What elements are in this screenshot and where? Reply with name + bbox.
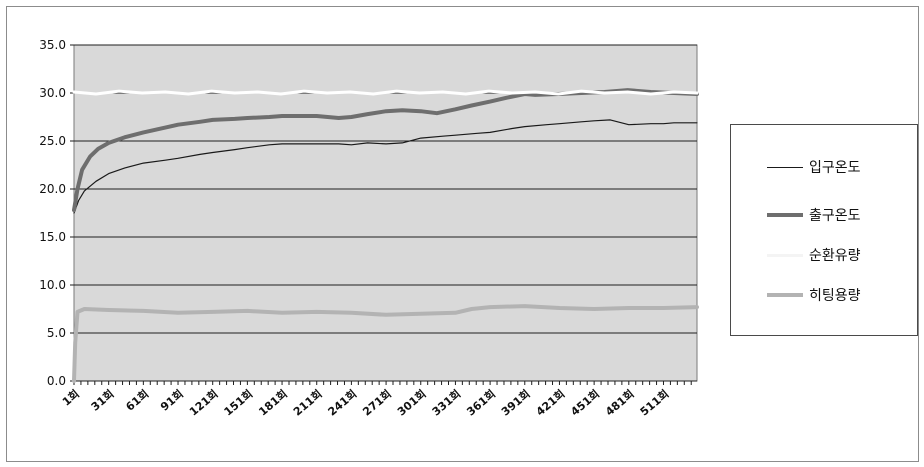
y-tick-label-4: 20.0 [39,182,66,196]
legend-swatch-inlet-temp [767,166,803,168]
x-tick-label-1: 31회 [88,387,116,414]
x-tick-label-5: 151회 [221,387,255,419]
x-tick-label-15: 451회 [568,387,602,419]
y-tick-label-0: 0.0 [47,374,66,388]
x-tick-label-2: 61회 [123,387,151,414]
x-tick-label-10: 301회 [394,387,428,419]
x-tick-label-4: 121회 [186,387,220,419]
y-tick-label-2: 10.0 [39,278,66,292]
x-tick-label-0: 1회 [59,387,82,409]
legend-swatch-outlet-temp [767,213,803,217]
legend-swatch-heating-capacity [767,293,803,297]
x-tick-label-9: 271회 [360,387,394,419]
y-tick-label-1: 5.0 [47,326,66,340]
legend-swatch-flow-rate [767,253,803,257]
x-tick-label-6: 181회 [256,387,290,419]
legend-label-outlet-temp: 출구온도 [809,208,861,224]
y-tick-label-3: 15.0 [39,230,66,244]
x-tick-label-12: 361회 [464,387,498,419]
y-tick-label-5: 25.0 [39,134,66,148]
x-tick-label-16: 481회 [602,387,636,419]
plot-area [73,44,698,382]
x-tick-label-7: 211회 [290,387,324,419]
legend-item-outlet-temp: 출구온도 [767,205,861,225]
y-tick-label-6: 30.0 [39,86,66,100]
line-heating-capacity [72,304,699,383]
x-tick-label-13: 391회 [498,387,532,419]
chart-frame: 0.0 5.0 10.0 15.0 20.0 25.0 30.0 35.0 1회 31회 61회 91… [6,6,919,462]
x-tick-label-8: 241회 [325,387,359,419]
legend: 입구온도 출구온도 순환유량 히팅용량 [730,124,918,336]
x-tick-label-3: 91회 [157,387,185,414]
legend-label-inlet-temp: 입구온도 [809,160,861,176]
y-tick-label-7: 35.0 [39,38,66,52]
x-tick-label-14: 421회 [533,387,567,419]
line-flow-rate [72,89,699,96]
x-tick-label-11: 331회 [429,387,463,419]
line-chart: 0.0 5.0 10.0 15.0 20.0 25.0 30.0 35.0 1회 31회 61회 91… [39,38,699,419]
legend-item-heating-capacity: 히팅용량 [767,285,861,305]
legend-label-flow-rate: 순환유량 [809,248,861,264]
legend-label-heating-capacity: 히팅용량 [809,288,861,304]
legend-item-inlet-temp: 입구온도 [767,157,861,177]
x-tick-label-17: 511회 [637,387,671,419]
legend-item-flow-rate: 순환유량 [767,245,861,265]
line-inlet-temp [73,119,698,214]
